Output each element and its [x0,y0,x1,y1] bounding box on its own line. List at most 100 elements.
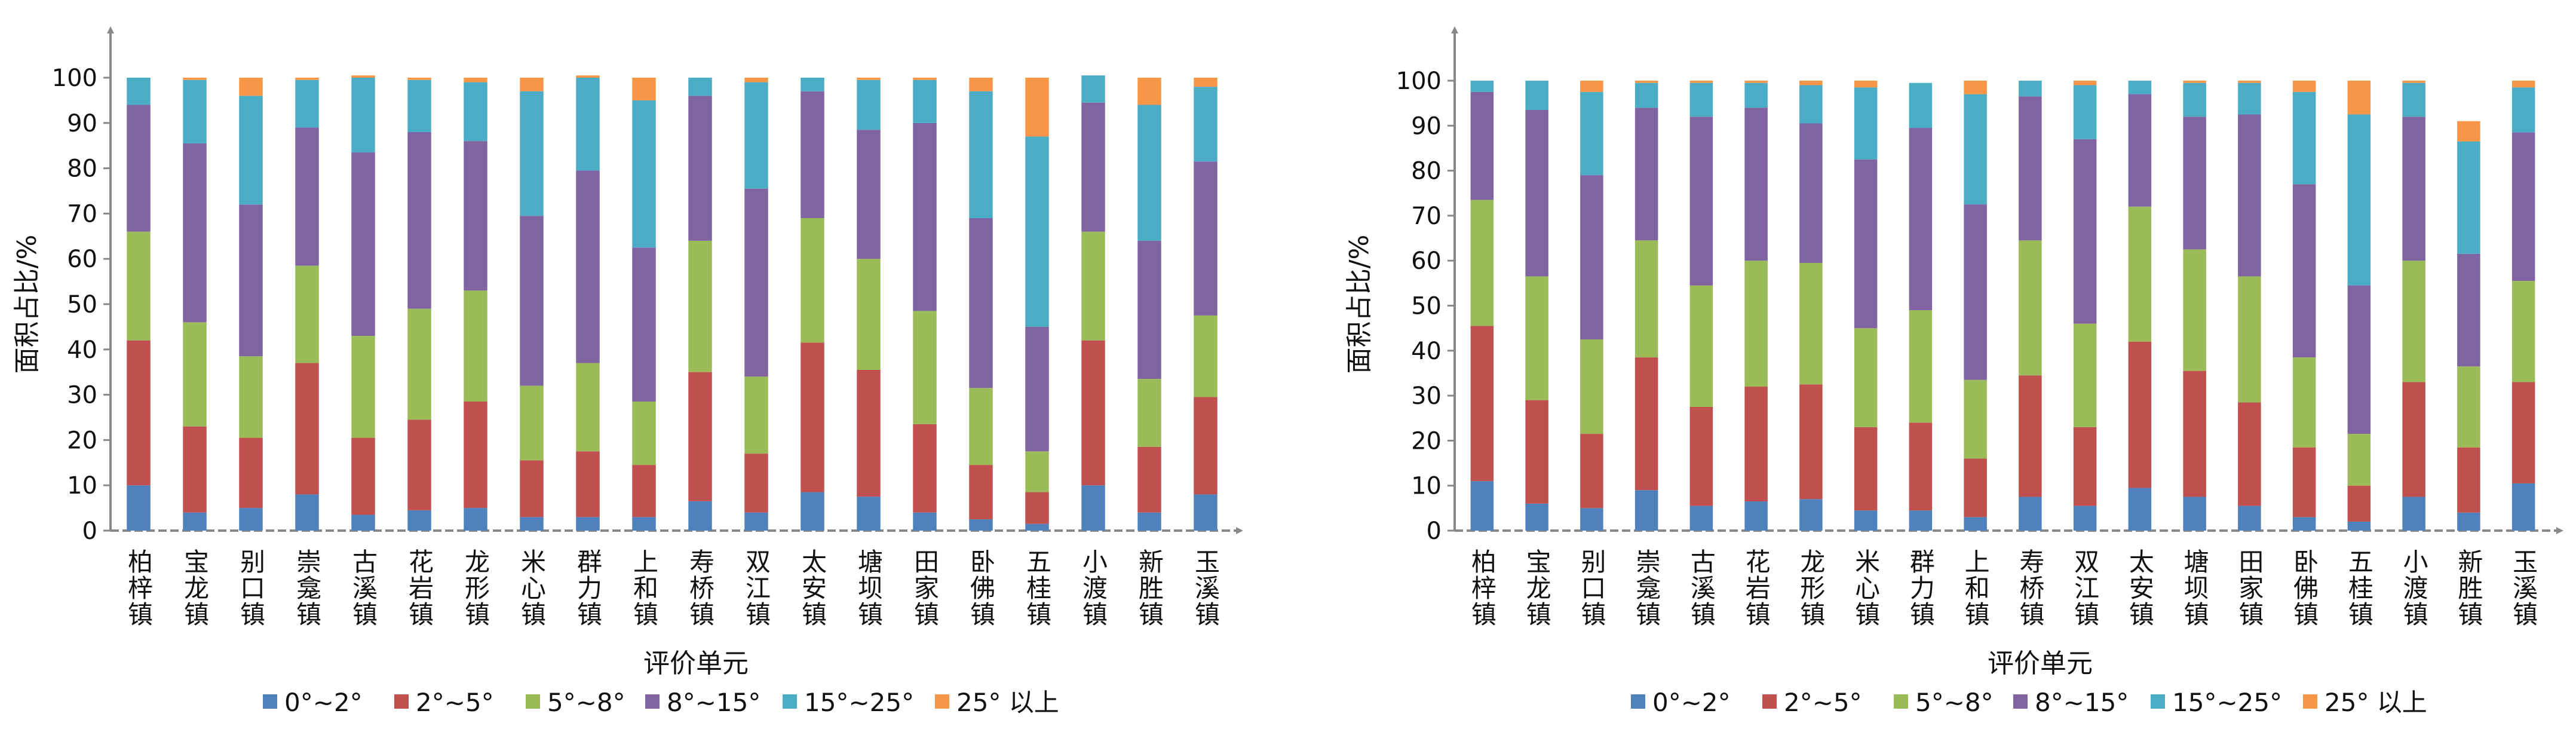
bar-segment [1744,108,1768,261]
y-tick-label: 10 [1411,473,1442,500]
category-label: 田家镇 [2235,549,2264,627]
bar-segment [1854,510,1878,531]
bar-segment [1799,123,1823,263]
bar-segment [857,259,881,370]
bar-segment [576,78,600,171]
bar-segment [1580,508,1603,531]
bar-segment [1854,427,1878,511]
category-label: 龙形镇 [1796,549,1826,627]
bar-segment [2292,91,2316,185]
bar-segment [969,78,993,91]
bar-segment [239,204,263,357]
bar-segment [2292,517,2316,531]
legend-label: 0°~2° [1652,688,1731,717]
bar-segment [1525,503,1548,531]
bar-segment [1689,82,1713,117]
bar-segment [1580,91,1603,176]
bar-segment [2511,81,2535,88]
bar-segment [1025,326,1049,452]
bar-segment [1194,87,1218,162]
bar-segment [1634,357,1658,491]
bar-segment [1964,81,1987,94]
category-label: 卧佛镇 [967,549,996,627]
bar-segment [2347,485,2371,522]
bar-segment [801,492,824,531]
y-tick-label: 70 [67,200,97,228]
bar-segment [969,218,993,388]
legend-label: 5°~8° [547,688,625,717]
bar-segment [632,100,656,248]
category-label: 别口镇 [237,549,266,627]
bar-segment [576,451,600,517]
bar-segment [1854,328,1878,427]
bar-segment [1964,94,1987,205]
bar-segment [2019,81,2042,97]
bar-segment [407,510,431,531]
bar-segment [351,75,375,78]
bar-segment [1137,379,1161,447]
bar-segment [1194,494,1218,531]
bar-segment [351,336,375,438]
bar-segment [127,105,151,232]
bar-segment [1909,82,1933,128]
legend-label: 25° 以上 [956,688,1059,717]
y-tick-label: 10 [67,472,97,500]
bar-segment [1689,285,1713,407]
bar-segment [1854,159,1878,329]
bar-segment [632,247,656,402]
bar-segment [1854,81,1878,88]
bar-segment [2402,261,2425,382]
bar-segment [1964,517,1987,531]
legend-swatch [1894,694,1908,709]
category-label: 太安镇 [2125,549,2154,627]
chart-left: 0 10 20 30 40 50 60 70 80 90 100 柏梓镇 宝龙镇 别口镇 崇龛镇 古溪镇 花岩镇… [12,26,1243,717]
bar-segment [1081,75,1105,103]
category-label: 双江镇 [2071,549,2100,627]
bar-segment [857,497,881,531]
bar-segment [1580,81,1603,92]
bar-segment [1025,136,1049,327]
category-label: 新胜镇 [1135,549,1164,627]
bar-segment [632,78,656,100]
bar-segment [1964,204,1987,380]
bar-segment [2073,323,2097,427]
bar-segment [744,78,768,82]
bar-segment [2292,357,2316,448]
y-tick-label: 40 [67,336,97,364]
bar-segment [857,369,881,497]
bar-segment [2019,497,2042,531]
y-tick-label: 30 [1411,382,1442,410]
bar-segment [2457,366,2480,448]
bar-segment [183,512,207,531]
y-tick-label: 100 [52,65,97,92]
bar-segment [1025,492,1049,524]
category-label: 新胜镇 [2454,549,2483,627]
bar-segment [2457,512,2480,531]
bar-segment [2457,447,2480,513]
category-label: 小渡镇 [2399,549,2428,627]
bar-segment [1909,510,1933,531]
bar-segment [576,363,600,452]
bar-segment [1470,91,1494,200]
bar-segment [913,79,937,123]
bar-segment [1580,339,1603,434]
bar-segment [520,385,544,461]
bar-segment [2511,87,2535,133]
bar-segment [295,79,319,128]
bar-segment [744,82,768,189]
bar-segment [801,342,824,492]
bar-segment [857,79,881,130]
bar-segment [2183,370,2206,497]
bar-segment [2347,114,2371,286]
category-label: 五桂镇 [1023,549,1052,627]
y-tick-label: 70 [1411,203,1442,230]
y-tick-label: 30 [67,382,97,409]
bar-segment [2073,85,2097,139]
bar-segment [1525,109,1548,277]
category-label: 五桂镇 [2344,549,2373,627]
bar-segment [913,311,937,424]
chart-right: 0 10 20 30 40 50 60 70 80 90 100 柏梓镇 宝龙镇 别口镇 崇龛镇 古溪镇 花岩镇… [1344,26,2563,717]
bar-segment [2511,483,2535,531]
bar-segment [2183,249,2206,371]
bar-segment [1799,384,1823,500]
